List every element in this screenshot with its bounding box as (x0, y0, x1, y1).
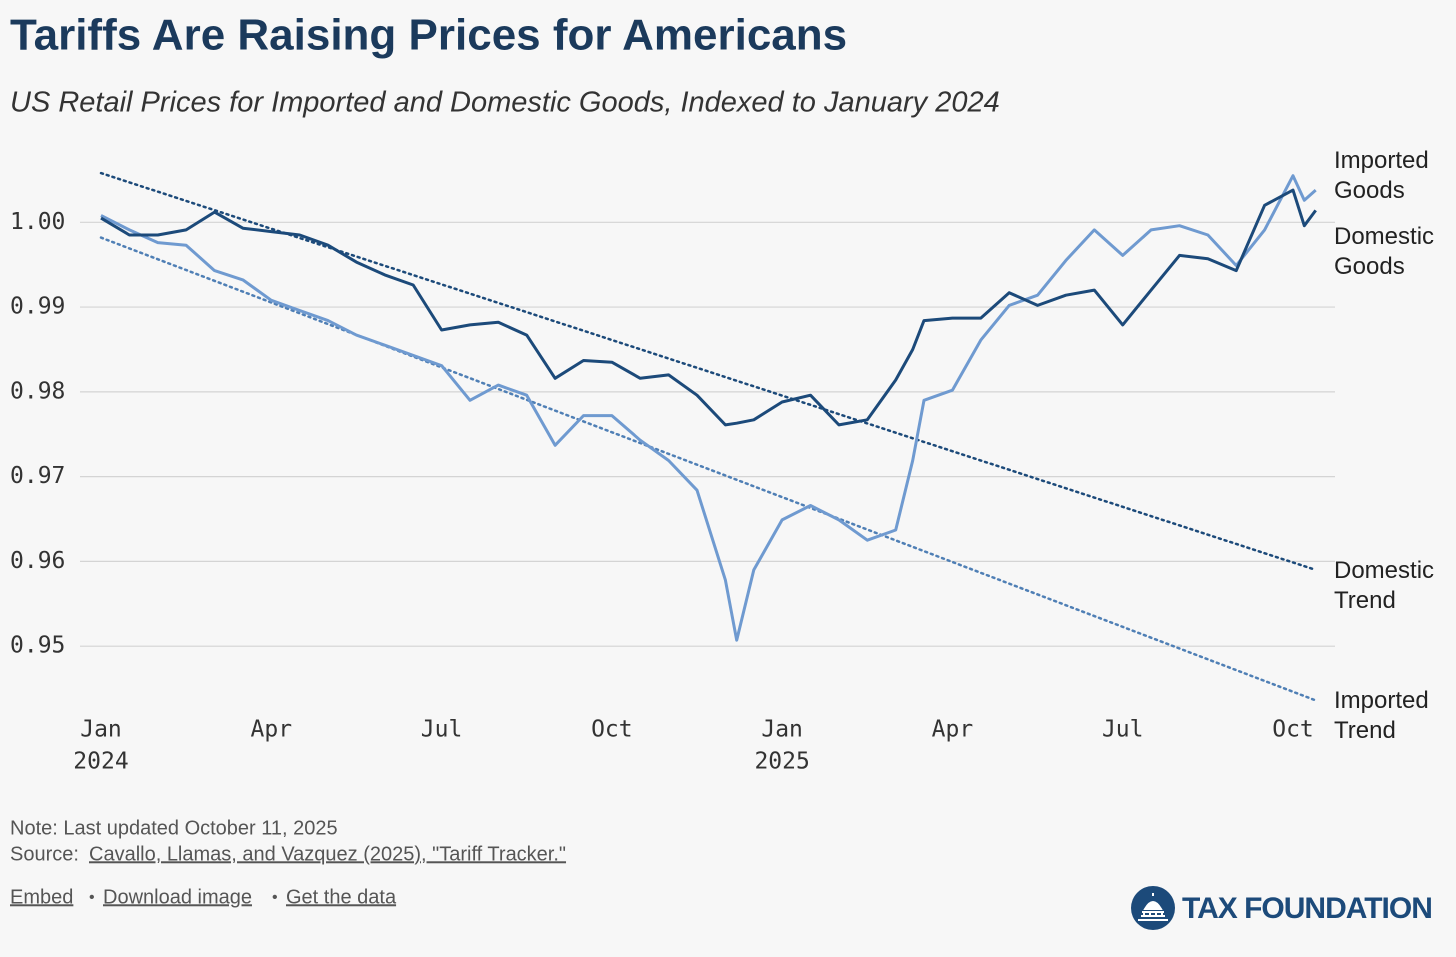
data-link[interactable]: Get the data (286, 886, 397, 908)
x-tick-label: Oct (1272, 717, 1314, 743)
y-tick-label: 0.95 (10, 633, 65, 659)
brand-logo (1131, 886, 1175, 930)
x-year-label: 2025 (754, 749, 809, 775)
y-tick-label: 1.00 (10, 209, 65, 235)
download-link[interactable]: Download image (103, 886, 252, 908)
x-tick-label: Apr (251, 717, 293, 743)
series-line (99, 171, 1317, 572)
x-tick-label: Apr (932, 717, 974, 743)
series-line (99, 236, 1317, 702)
chart-title: Tariffs Are Raising Prices for Americans (10, 11, 847, 60)
separator: • (272, 889, 278, 906)
source-link[interactable]: Cavallo, Llamas, and Vazquez (2025), "Ta… (89, 843, 566, 865)
y-tick-label: 0.99 (10, 294, 65, 320)
series-label: Domestic Trend (1334, 556, 1435, 614)
embed-link[interactable]: Embed (10, 886, 73, 908)
y-tick-label: 0.97 (10, 463, 65, 489)
series-line (100, 188, 1317, 427)
x-tick-label: Jan (761, 717, 803, 743)
separator: • (89, 889, 95, 906)
chart-subtitle: US Retail Prices for Imported and Domest… (10, 87, 1000, 119)
x-tick-label: Jan (80, 717, 122, 743)
x-tick-label: Jul (421, 717, 463, 743)
y-tick-label: 0.96 (10, 548, 65, 574)
x-year-label: 2024 (73, 749, 128, 775)
source-label: Source: (10, 843, 79, 865)
series-label: Domestic Goods (1334, 223, 1435, 281)
y-tick-label: 0.98 (10, 378, 65, 404)
series-line (100, 174, 1317, 642)
brand: TAX FOUNDATION (1182, 892, 1432, 925)
x-tick-label: Oct (591, 717, 633, 743)
note: Note: Last updated October 11, 2025 (10, 817, 338, 839)
series-label: Imported Trend (1334, 687, 1429, 745)
series-label: Imported Goods (1334, 147, 1429, 205)
x-tick-label: Jul (1102, 717, 1144, 743)
